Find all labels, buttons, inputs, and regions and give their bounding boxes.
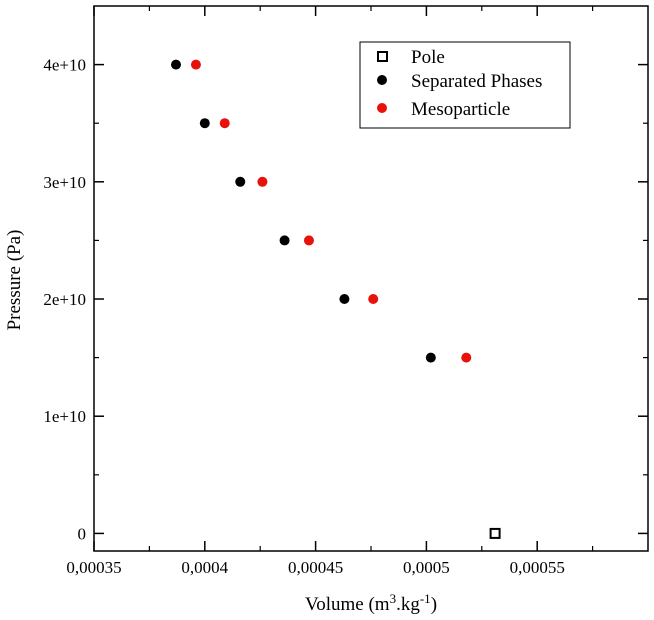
data-points (170, 59, 501, 539)
y-axis-title: Pressure (Pa) (4, 230, 25, 331)
x-tick-label: 0,00055 (510, 558, 565, 577)
legend-label-pole: Pole (411, 47, 445, 68)
point-mesoparticle (368, 294, 379, 305)
x-axis-title-sup2: -1 (420, 591, 431, 606)
x-axis-title: Volume (m3.kg-1) (305, 591, 437, 615)
point-mesoparticle (219, 118, 230, 129)
point-separated-phases (170, 59, 181, 70)
point-mesoparticle (257, 176, 268, 187)
x-tick-label: 0,0005 (403, 558, 450, 577)
legend-marker-pole (377, 51, 388, 62)
point-mesoparticle (303, 235, 314, 246)
x-tick-label: 0,00045 (288, 558, 343, 577)
x-axis-title-end: ) (431, 594, 437, 615)
point-separated-phases (339, 294, 350, 305)
x-tick-label: 0,0004 (181, 558, 228, 577)
legend-marker-mesoparticle (377, 103, 387, 113)
point-mesoparticle (190, 59, 201, 70)
x-axis-ticks: 0,00035 0,0004 0,00045 0,0005 0,00055 (66, 6, 594, 577)
point-separated-phases (279, 235, 290, 246)
x-tick-label: 0,00035 (66, 558, 121, 577)
x-axis-title-sup1: 3 (390, 591, 397, 606)
y-tick-label: 1e+10 (43, 407, 86, 426)
x-axis-title-main: Volume (m (305, 594, 390, 615)
y-tick-label: 4e+10 (43, 56, 86, 75)
point-mesoparticle (461, 352, 472, 363)
y-tick-label: 0 (78, 524, 87, 543)
point-separated-phases (235, 176, 246, 187)
y-axis-ticks: 0 1e+10 2e+10 3e+10 4e+10 (43, 56, 648, 543)
legend-label-separated-phases: Separated Phases (411, 71, 542, 92)
legend: Pole Separated Phases Mesoparticle (359, 41, 571, 129)
y-tick-label: 2e+10 (43, 290, 86, 309)
legend-label-mesoparticle: Mesoparticle (411, 99, 510, 120)
legend-box (359, 41, 571, 129)
point-pole (489, 527, 501, 539)
point-separated-phases (425, 352, 436, 363)
y-tick-label: 3e+10 (43, 173, 86, 192)
legend-marker-separated-phases (377, 75, 387, 85)
point-separated-phases (199, 118, 210, 129)
x-axis-title-mid: .kg (396, 594, 420, 615)
